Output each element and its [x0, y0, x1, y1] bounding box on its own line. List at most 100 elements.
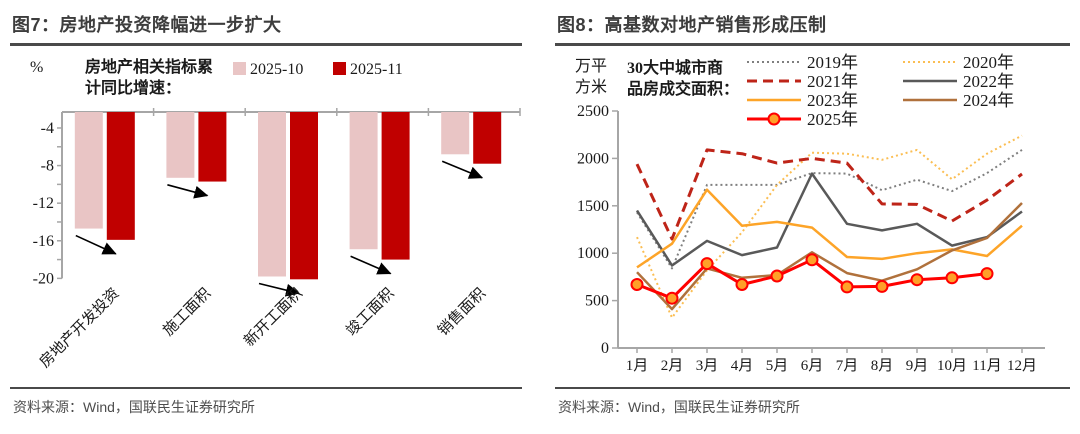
- y-tick-label: -4: [41, 120, 54, 137]
- svg-text:房地产相关指标累: 房地产相关指标累: [85, 57, 213, 76]
- legend-label: 2025-10: [250, 61, 303, 78]
- data-point: [980, 267, 994, 281]
- y-tick-label: 0: [601, 340, 609, 357]
- svg-text:30大中城市商: 30大中城市商: [627, 58, 723, 77]
- data-point: [840, 280, 854, 294]
- figure7-title: 图7：房地产投资降幅进一步扩大: [10, 8, 522, 46]
- y-tick-label: 2500: [577, 103, 609, 120]
- svg-text:品房成交面积：: 品房成交面积：: [627, 79, 739, 98]
- data-point: [700, 257, 714, 271]
- legend-swatch: [233, 62, 246, 75]
- bar-2025-10: [74, 112, 103, 229]
- y-tick-label: 1500: [577, 198, 609, 215]
- arrow: [75, 234, 117, 255]
- legend-label: 2025年: [807, 110, 858, 129]
- x-tick-label: 5月: [766, 358, 789, 374]
- legend-label: 2020年: [963, 53, 1014, 72]
- x-tick-label: 7月: [836, 358, 859, 374]
- legend-marker: [767, 112, 781, 126]
- data-point: [875, 279, 889, 293]
- figure8-source: 资料来源：Wind，国联民生证券研究所: [558, 399, 800, 415]
- bar-y-axis: -4 -8 -12 -16 -20: [33, 112, 63, 287]
- category-labels: 房地产开发投资 施工面积 新开工面积 竣工面积 销售面积: [36, 285, 489, 371]
- series-2025年: [630, 253, 994, 305]
- data-point: [665, 291, 679, 305]
- data-point: [735, 278, 749, 291]
- series-2024年: [636, 202, 1023, 311]
- figure8-panel: 图8：高基数对地产销售形成压制 0 500 1000 1500 2000 2500 1月 2月…: [555, 8, 1070, 428]
- data-point: [910, 273, 924, 287]
- x-tick-label: 6月: [801, 358, 824, 374]
- y-tick-label: -16: [33, 233, 54, 250]
- legend: 2025-10 2025-11: [233, 61, 403, 78]
- bar-2025-10: [258, 112, 286, 277]
- figure8-title: 图8：高基数对地产销售形成压制: [555, 8, 1070, 46]
- arrow: [441, 160, 484, 179]
- legend-label: 2021年: [807, 72, 858, 91]
- legend-label: 2025-11: [350, 61, 403, 78]
- data-point: [945, 271, 959, 285]
- svg-text:计同比增速：: 计同比增速：: [85, 78, 181, 97]
- data-point: [770, 269, 784, 283]
- bar-2025-11: [473, 112, 502, 164]
- x-tick-label: 8月: [871, 358, 894, 374]
- bar-2025-10: [166, 112, 195, 178]
- axes: 0 500 1000 1500 2000 2500 1月 2月 3月 4月 5月 6月 7月 8月 9月 10…: [577, 103, 1045, 374]
- x-tick-label: 1月: [626, 358, 649, 374]
- y-tick-label: 500: [585, 293, 609, 310]
- figure8-line-chart: 0 500 1000 1500 2000 2500 1月 2月 3月 4月 5月 6月 7月 8月 9月 10…: [575, 53, 1045, 374]
- x-tick-label: 4月: [731, 358, 754, 374]
- bar-2025-11: [381, 112, 410, 260]
- arrow: [258, 282, 300, 297]
- svg-text:万平: 万平: [575, 58, 607, 75]
- series-2023年: [636, 188, 1023, 269]
- series-2021年: [635, 148, 1023, 241]
- y-tick-label: 1000: [577, 245, 609, 262]
- legend-label: 2023年: [807, 91, 858, 110]
- y-axis-unit: %: [30, 59, 43, 76]
- decline-arrows: [75, 160, 484, 297]
- figure8-bottom-rule: [555, 387, 1070, 389]
- figure7-panel: 图7：房地产投资降幅进一步扩大 -4 -8 -12 -16 -20% 房地产相关指标累 计同…: [10, 8, 522, 428]
- category-label: 房地产开发投资: [36, 285, 122, 371]
- arrow: [350, 255, 392, 275]
- bar-2025-11: [290, 112, 318, 280]
- x-tick-label: 12月: [1007, 358, 1037, 374]
- bar-2025-10: [441, 112, 470, 155]
- y-tick-label: -8: [41, 158, 54, 175]
- bars: [74, 112, 502, 280]
- y-tick-label: -20: [33, 270, 54, 287]
- legend-label: 2019年: [807, 53, 858, 72]
- x-tick-label: 11月: [972, 358, 1001, 374]
- figure7-bottom-rule: [10, 387, 522, 389]
- svg-text:方米: 方米: [575, 78, 607, 96]
- bar-2025-11: [106, 112, 135, 240]
- y-tick-label: 2000: [577, 150, 609, 167]
- arrow: [167, 184, 209, 199]
- data-point: [630, 278, 644, 291]
- figure7-source: 资料来源：Wind，国联民生证券研究所: [13, 399, 255, 415]
- legend-swatch: [333, 62, 346, 75]
- legend-label: 2022年: [963, 72, 1014, 91]
- x-tick-label: 10月: [937, 358, 967, 374]
- category-label: 施工面积: [160, 285, 214, 339]
- legend: 2019年 2020年 2021年 2022年 2023年 2024年 2025年: [747, 53, 1014, 129]
- y-tick-label: -12: [33, 195, 54, 212]
- bar-2025-11: [198, 112, 227, 182]
- x-tick-label: 2月: [661, 358, 684, 374]
- legend-label: 2024年: [963, 91, 1014, 110]
- x-tick-label: 9月: [906, 358, 929, 374]
- category-label: 竣工面积: [343, 285, 397, 339]
- series-2022年: [635, 172, 1023, 267]
- bar-2025-10: [349, 112, 378, 250]
- x-tick-label: 3月: [696, 358, 719, 374]
- category-label: 销售面积: [435, 285, 489, 339]
- data-point: [805, 253, 819, 267]
- series-2020年: [636, 134, 1023, 319]
- category-label: 新开工面积: [241, 285, 306, 350]
